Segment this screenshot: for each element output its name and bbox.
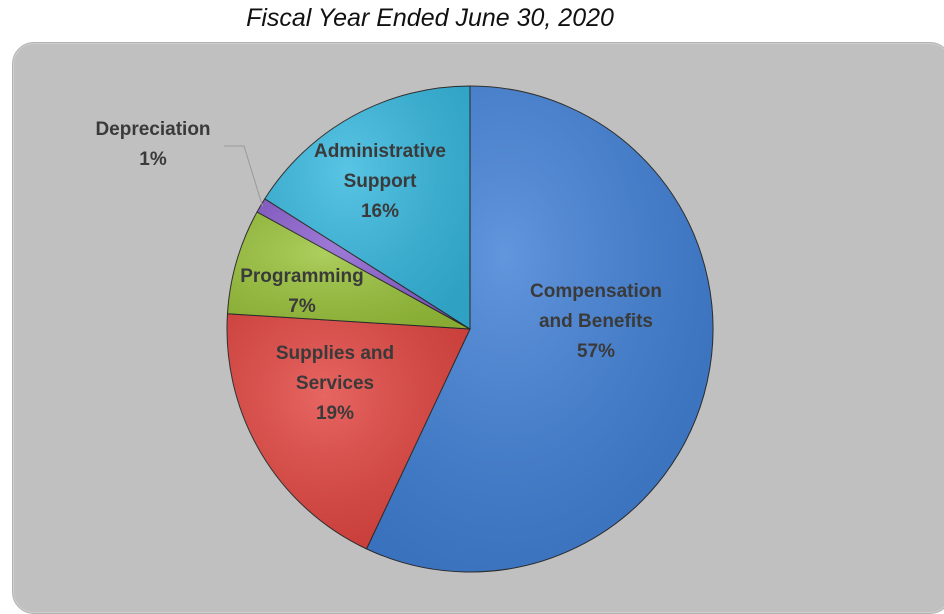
data-label-programming: Programming 7%	[240, 266, 364, 317]
data-label-compensation-and-benefits: Compensation and Benefits 57%	[530, 281, 662, 362]
data-label-depreciation: Depreciation 1%	[95, 119, 210, 170]
pie-slice-shading	[257, 198, 470, 329]
data-label-administrative-support: Administrative Support 16%	[314, 141, 446, 222]
pie-slice-shading	[366, 86, 714, 572]
chart-title: Fiscal Year Ended June 30, 2020	[246, 4, 614, 32]
leader-line-depreciation	[224, 145, 264, 207]
pie-slice-shading	[264, 86, 470, 329]
pie-slice-shading	[226, 313, 470, 549]
pie-slice-shading	[227, 211, 470, 329]
data-label-supplies-and-services: Supplies and Services 19%	[276, 343, 394, 424]
